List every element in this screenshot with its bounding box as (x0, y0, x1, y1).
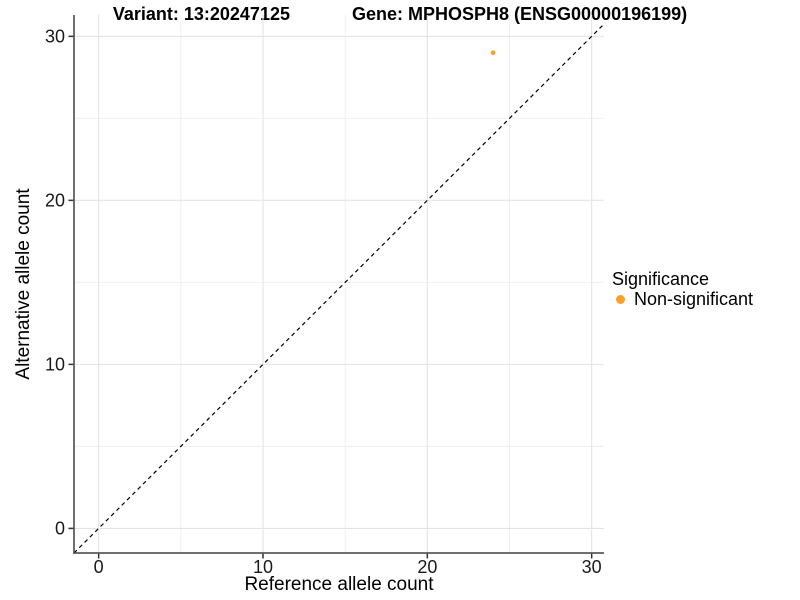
x-tick-label: 20 (417, 557, 437, 577)
y-tick-label: 10 (45, 354, 65, 374)
x-tick-label: 30 (582, 557, 602, 577)
legend-title: Significance (612, 269, 710, 289)
identity-dashed-line (73, 23, 605, 554)
x-tick-label: 0 (94, 557, 104, 577)
x-tick-label: 10 (253, 557, 273, 577)
legend-point-icon (616, 295, 625, 304)
y-tick-label: 20 (45, 190, 65, 210)
legend-item-label: Non-significant (634, 289, 754, 309)
x-axis-title: Reference allele count (244, 574, 434, 595)
variant-title: Variant: 13:20247125 (112, 4, 290, 24)
legend-item: Non-significant (612, 290, 753, 309)
gene-title: Gene: MPHOSPH8 (ENSG00000196199) (351, 4, 688, 24)
data-point (490, 50, 496, 56)
y-tick-label: 0 (55, 518, 65, 538)
plot-title: Variant: 13:20247125 Gene: MPHOSPH8 (ENS… (0, 4, 800, 25)
y-axis-title: Alternative allele count (13, 188, 34, 380)
legend: Significance Non-significant (612, 270, 753, 309)
y-tick-label: 30 (45, 26, 65, 46)
